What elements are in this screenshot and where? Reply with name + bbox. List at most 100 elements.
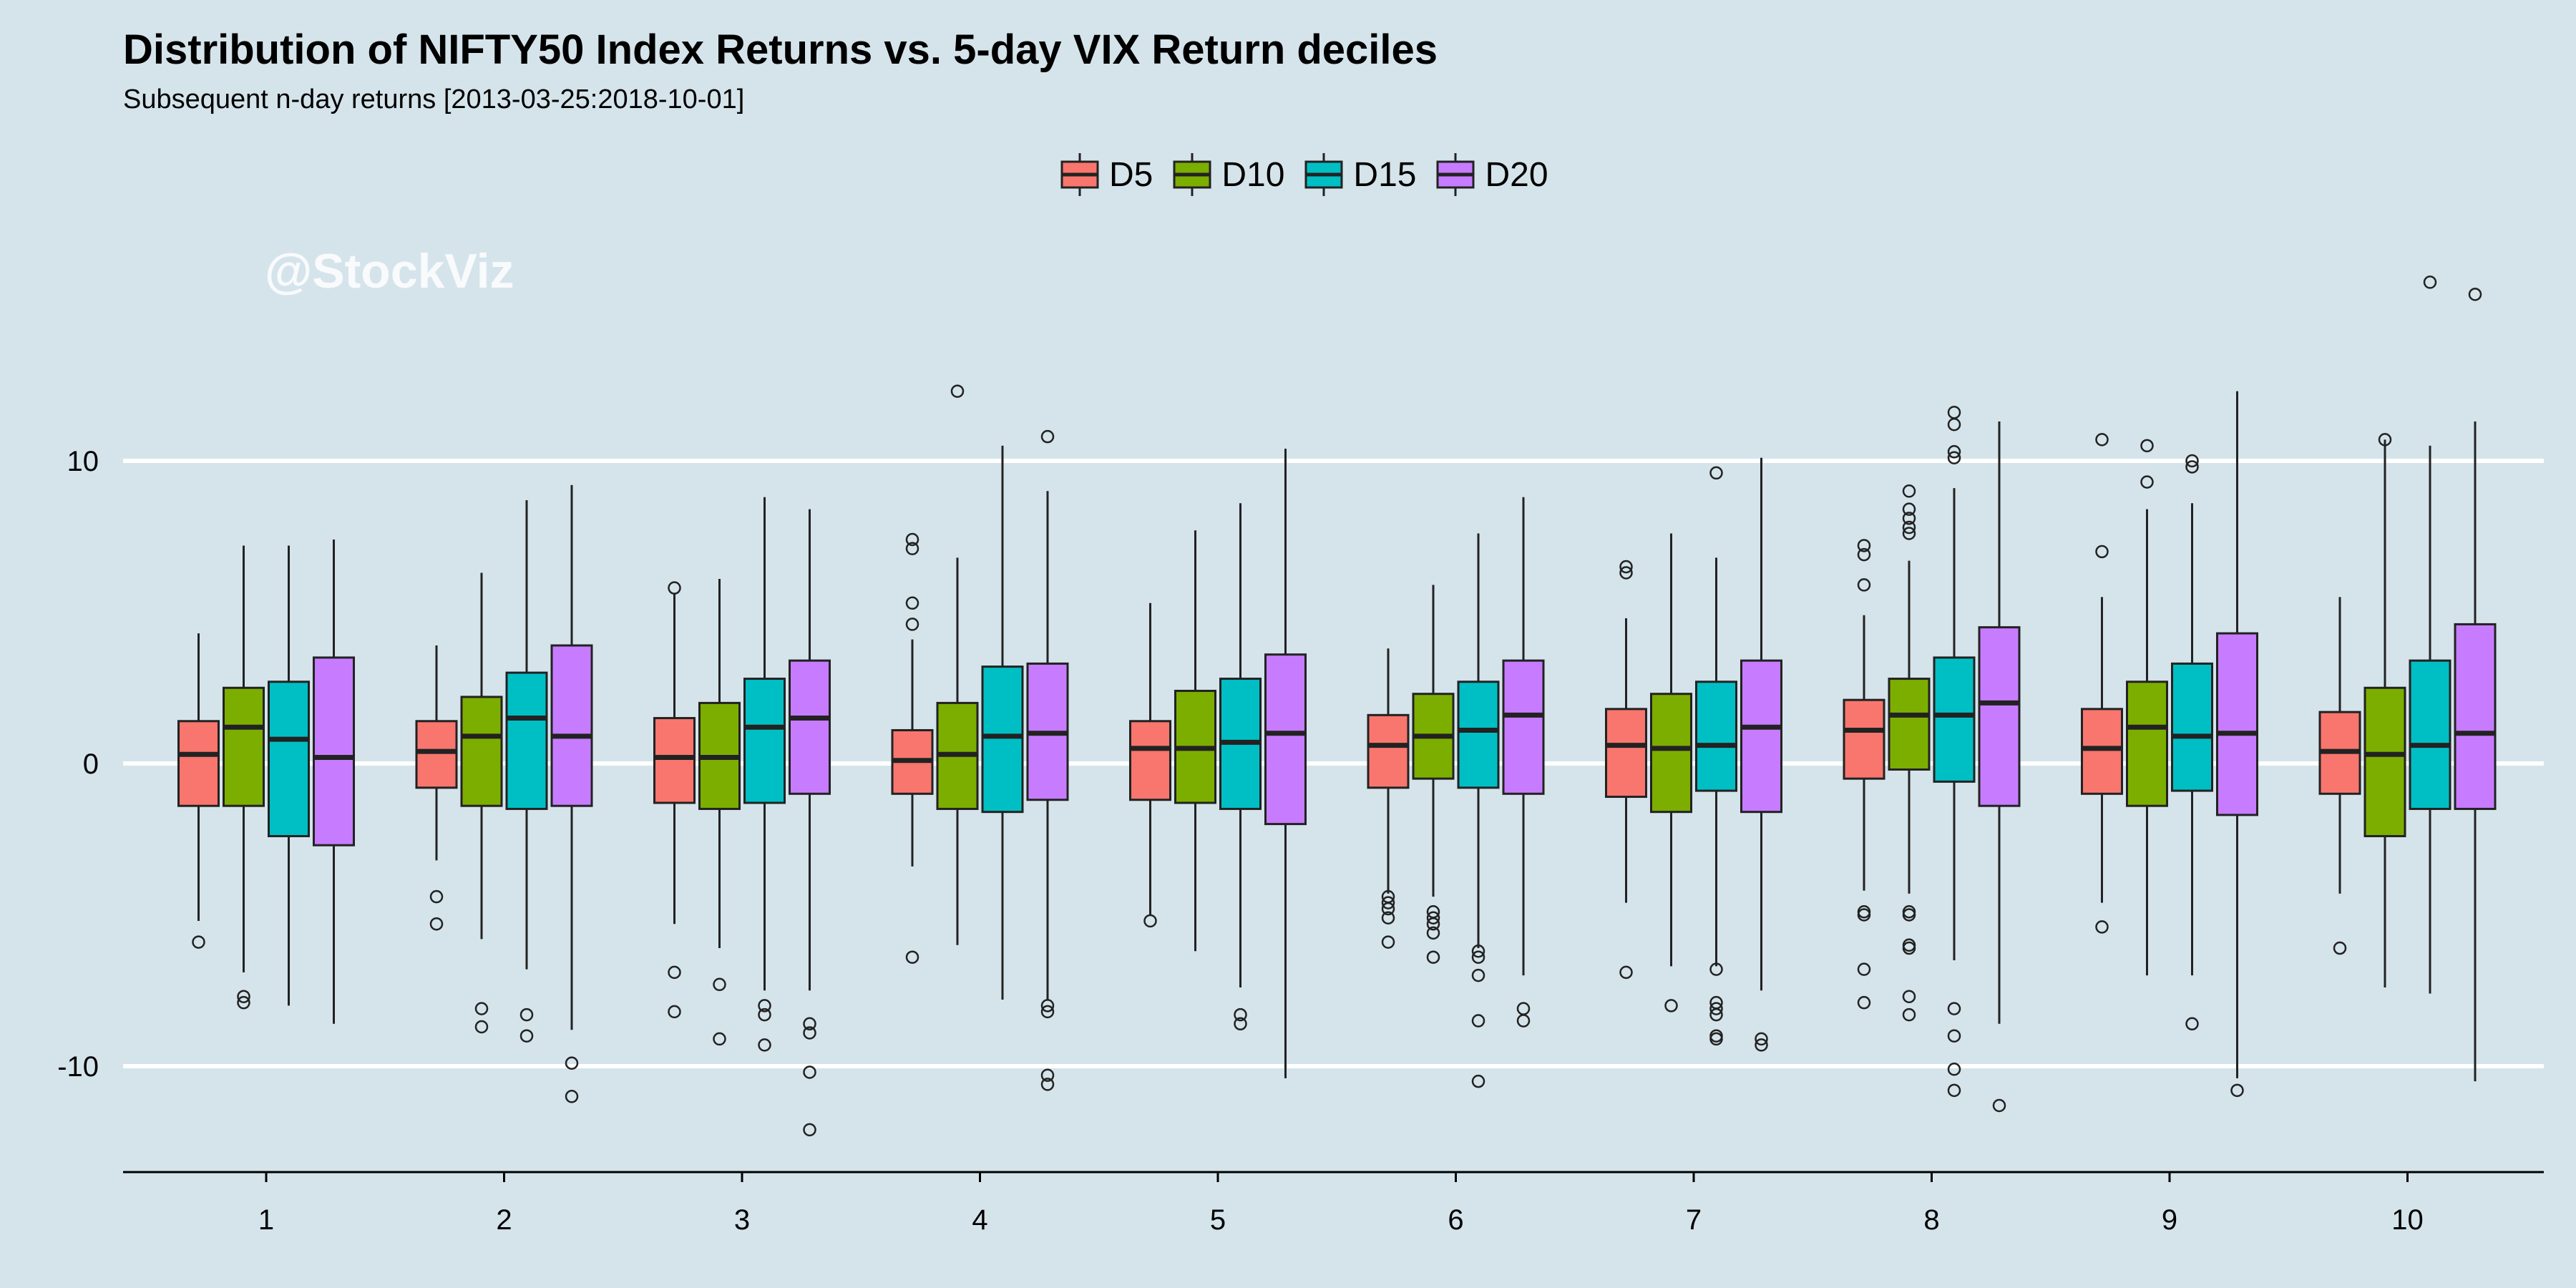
outlier-point	[1947, 445, 1961, 459]
box-d20-4	[1026, 429, 1069, 1091]
box-body	[1650, 693, 1692, 814]
x-tick-label: 3	[734, 1204, 750, 1236]
outlier-point	[713, 1032, 726, 1046]
box-d15-5	[1219, 503, 1262, 1031]
outlier-point	[1755, 1032, 1768, 1046]
y-tick-label: 0	[83, 748, 99, 780]
box-body	[1740, 659, 1782, 814]
box-body	[2454, 623, 2497, 810]
box-d20-8	[1978, 421, 2021, 1113]
outlier-point	[1947, 1062, 1961, 1076]
box-body	[313, 656, 355, 847]
outlier-point	[1947, 406, 1961, 419]
outlier-point	[1992, 1098, 2006, 1113]
outlier-point	[519, 1029, 534, 1043]
box-body	[2363, 686, 2406, 838]
outlier-point	[1902, 527, 1916, 540]
box-d15-9	[2171, 454, 2213, 1031]
box-d20-3	[789, 509, 831, 1137]
box-d5-9	[2081, 433, 2123, 934]
outlier-point	[1857, 578, 1871, 592]
outlier-point	[1426, 917, 1440, 931]
box-body	[1888, 678, 1931, 771]
outlier-point	[1426, 926, 1440, 940]
outlier-point	[2378, 433, 2392, 447]
box-d10-4	[936, 384, 979, 945]
chart-subtitle: Subsequent n-day returns [2013-03-25:201…	[123, 84, 745, 114]
box-d15-10	[2409, 275, 2451, 994]
box-d10-2	[460, 572, 503, 1034]
legend-key-d15	[1304, 153, 1343, 196]
outlier-point	[2333, 941, 2347, 955]
legend-item-d20: D20	[1436, 152, 1548, 197]
watermark: @StockViz	[265, 244, 514, 298]
legend-key-d20	[1436, 153, 1475, 196]
outlier-point	[1619, 566, 1633, 580]
box-d5-10	[2318, 597, 2361, 955]
box-d15-2	[505, 499, 548, 1043]
outlier-point	[2423, 275, 2437, 289]
outlier-point	[1040, 1005, 1055, 1019]
outlier-point	[1426, 950, 1440, 964]
box-d5-5	[1129, 602, 1171, 928]
box-d10-8	[1888, 484, 1931, 1022]
box-body	[2171, 662, 2213, 792]
box-d5-4	[891, 532, 934, 964]
outlier-point	[1234, 1008, 1247, 1022]
x-tick-label: 5	[1210, 1204, 1226, 1236]
box-body	[981, 665, 1024, 814]
outlier-point	[1902, 1008, 1916, 1022]
box-d5-7	[1605, 560, 1647, 980]
outlier-point	[1857, 547, 1871, 562]
outlier-point	[1471, 1014, 1485, 1028]
outlier-point	[1619, 965, 1633, 980]
outlier-point	[429, 917, 444, 931]
box-d20-1	[313, 539, 355, 1024]
outlier-point	[905, 532, 919, 547]
outlier-point	[1755, 1038, 1768, 1052]
y-tick-label: -10	[57, 1051, 99, 1083]
box-body	[415, 720, 458, 789]
legend-label: D5	[1109, 155, 1153, 194]
outlier-point	[1471, 968, 1485, 982]
outlier-point	[1709, 466, 1723, 480]
outlier-point	[1947, 1029, 1961, 1043]
box-d10-7	[1650, 533, 1692, 1013]
outlier-point	[1040, 1078, 1055, 1091]
outlier-point	[1857, 539, 1871, 552]
box-d20-10	[2454, 288, 2497, 1082]
outlier-point	[237, 990, 250, 1003]
outlier-point	[1947, 1002, 1961, 1015]
x-tick-label: 9	[2162, 1204, 2177, 1236]
outlier-point	[803, 1017, 816, 1031]
legend-label: D20	[1485, 155, 1548, 194]
outlier-point	[2095, 545, 2109, 559]
outlier-point	[1619, 560, 1633, 574]
box-d5-6	[1367, 648, 1410, 949]
box-body	[1978, 626, 2021, 807]
outlier-point	[758, 1038, 771, 1052]
box-d5-1	[177, 633, 220, 949]
outlier-point	[565, 1056, 579, 1070]
outlier-point	[1234, 1017, 1247, 1031]
box-body	[789, 659, 831, 795]
outlier-point	[1902, 908, 1916, 922]
outlier-point	[1040, 1068, 1055, 1082]
outlier-point	[565, 1090, 579, 1103]
box-body	[1129, 720, 1171, 801]
box-body	[177, 720, 220, 807]
outlier-point	[192, 935, 205, 949]
outlier-point	[1040, 999, 1055, 1013]
outlier-point	[2185, 460, 2199, 474]
outlier-point	[1516, 1002, 1531, 1015]
outlier-point	[1947, 451, 1961, 465]
x-tick-label: 10	[2391, 1204, 2424, 1236]
box-body	[460, 696, 503, 807]
box-body	[1843, 698, 1885, 780]
outlier-point	[1902, 941, 1916, 955]
box-body	[653, 717, 696, 804]
box-body	[1367, 713, 1410, 789]
box-d20-7	[1740, 457, 1782, 1052]
